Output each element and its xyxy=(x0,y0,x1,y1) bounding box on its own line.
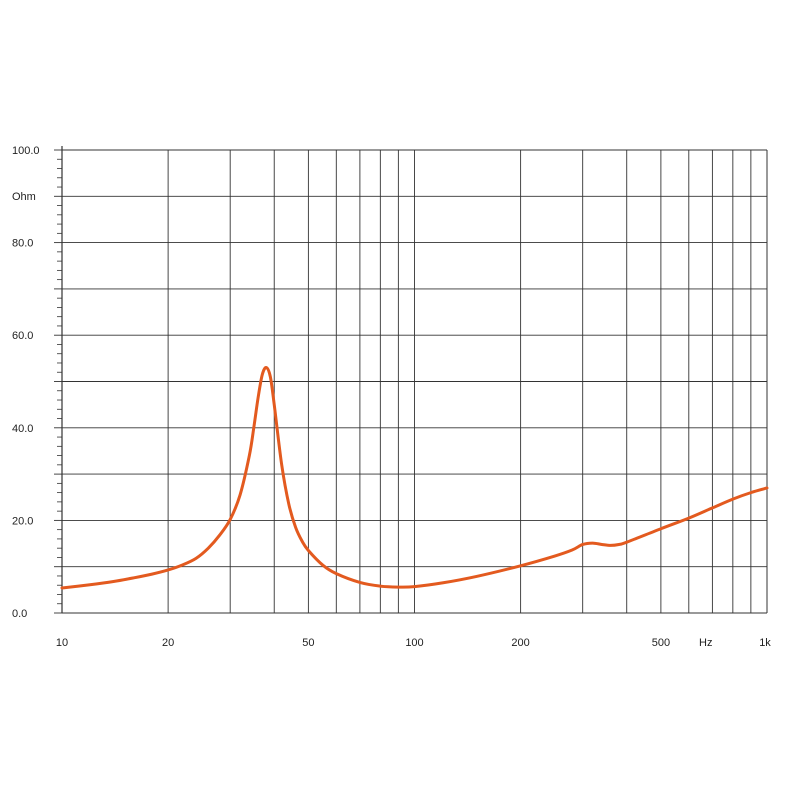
y-tick-label: 100.0 xyxy=(12,145,40,157)
plot-area xyxy=(60,366,769,590)
y-tick-label: 80.0 xyxy=(12,238,33,250)
x-tick-label: 10 xyxy=(56,637,68,649)
x-tick-label: 200 xyxy=(511,637,529,649)
x-axis-label: Hz xyxy=(699,637,712,649)
y-axis-label: Ohm xyxy=(12,191,36,203)
x-tick-label: 50 xyxy=(302,637,314,649)
y-axis-minor-ticks xyxy=(54,149,62,614)
y-tick-label: 0.0 xyxy=(12,608,27,620)
x-tick-label: 500 xyxy=(652,637,670,649)
grid xyxy=(62,149,768,614)
tick-labels: 0.0 20.0 40.0 60.0 80.0 100.0 10 20 50 100 200 500 1… xyxy=(12,145,771,649)
x-tick-label: 1k xyxy=(759,637,771,649)
axes xyxy=(61,146,768,613)
x-tick-label: 20 xyxy=(162,637,174,649)
y-tick-label: 40.0 xyxy=(12,423,33,435)
y-tick-label: 60.0 xyxy=(12,330,33,342)
impedance-curve xyxy=(60,366,769,590)
y-tick-label: 20.0 xyxy=(12,515,33,527)
x-tick-label: 100 xyxy=(405,637,423,649)
